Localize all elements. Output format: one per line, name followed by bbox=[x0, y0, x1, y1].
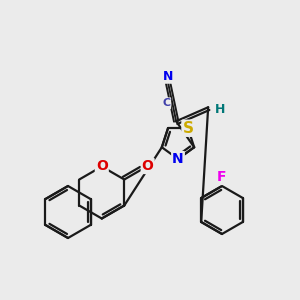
Text: N: N bbox=[163, 70, 173, 83]
Text: C: C bbox=[162, 98, 170, 108]
Text: O: O bbox=[142, 159, 154, 173]
Text: S: S bbox=[182, 121, 194, 136]
Text: H: H bbox=[215, 103, 225, 116]
Text: N: N bbox=[172, 152, 184, 166]
Text: O: O bbox=[96, 160, 108, 173]
Text: F: F bbox=[217, 170, 227, 184]
